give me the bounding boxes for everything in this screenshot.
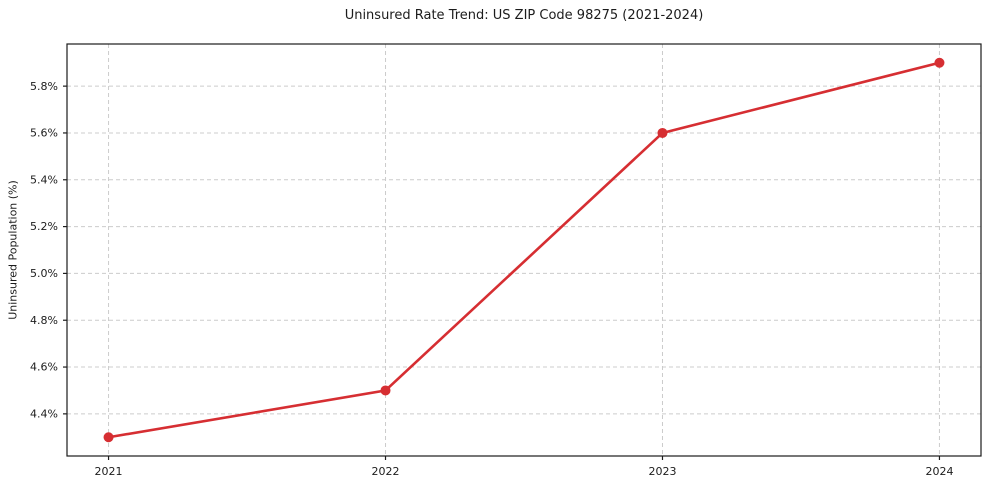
data-point-2021 <box>103 432 114 443</box>
y-tick-label: 5.2% <box>30 220 58 233</box>
x-tick-label: 2024 <box>925 465 953 478</box>
x-tick-label: 2021 <box>95 465 123 478</box>
x-tick-label: 2023 <box>648 465 676 478</box>
data-point-2024 <box>934 57 945 68</box>
y-tick-label: 4.4% <box>30 407 58 420</box>
plot-background <box>67 44 981 456</box>
y-tick-label: 4.8% <box>30 314 58 327</box>
x-tick-label: 2022 <box>372 465 400 478</box>
y-tick-label: 5.6% <box>30 127 58 140</box>
trend-line <box>107 61 941 439</box>
chart-title: Uninsured Rate Trend: US ZIP Code 98275 … <box>344 8 704 23</box>
y-axis-title: Uninsured Population (%) <box>6 180 20 320</box>
y-tick-label: 5.0% <box>30 267 58 280</box>
data-point-2023 <box>657 127 668 138</box>
y-tick-label: 5.8% <box>30 80 58 93</box>
data-point-2022 <box>380 385 391 396</box>
plot-border <box>66 43 982 457</box>
y-tick-label: 4.6% <box>30 361 58 374</box>
y-tick-label: 5.4% <box>30 173 58 186</box>
